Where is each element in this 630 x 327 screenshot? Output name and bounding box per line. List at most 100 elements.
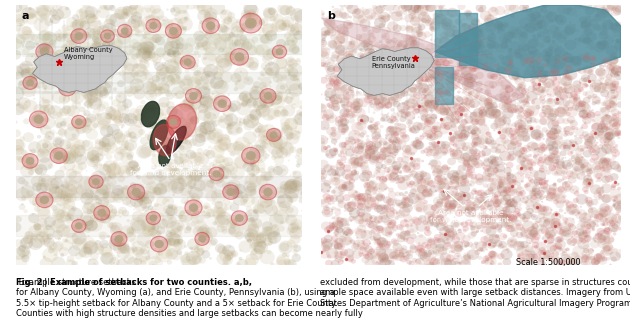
Circle shape (587, 112, 590, 115)
Circle shape (40, 47, 49, 56)
Circle shape (189, 187, 203, 200)
Circle shape (505, 179, 517, 189)
Circle shape (33, 98, 35, 100)
Circle shape (360, 230, 372, 240)
Circle shape (541, 225, 544, 228)
Circle shape (396, 44, 401, 48)
Circle shape (555, 75, 561, 80)
Circle shape (366, 87, 369, 90)
Circle shape (142, 69, 150, 76)
Circle shape (418, 72, 430, 82)
Circle shape (433, 165, 444, 174)
Circle shape (367, 171, 372, 176)
Circle shape (385, 93, 387, 95)
Circle shape (189, 92, 198, 100)
Circle shape (465, 219, 473, 226)
Circle shape (456, 119, 461, 123)
Circle shape (476, 95, 479, 98)
Circle shape (137, 42, 150, 54)
Circle shape (500, 91, 510, 101)
Circle shape (127, 219, 130, 222)
Circle shape (164, 89, 169, 94)
Circle shape (112, 99, 121, 107)
Circle shape (318, 160, 329, 169)
Circle shape (601, 157, 607, 162)
Circle shape (443, 27, 455, 37)
Circle shape (232, 201, 235, 204)
Circle shape (394, 216, 399, 220)
Circle shape (501, 84, 508, 90)
Circle shape (583, 179, 590, 185)
Circle shape (212, 164, 217, 167)
Circle shape (340, 108, 350, 117)
Circle shape (374, 237, 378, 241)
Circle shape (376, 170, 379, 173)
Circle shape (115, 93, 127, 103)
Circle shape (531, 101, 535, 104)
Circle shape (354, 201, 357, 204)
Circle shape (508, 95, 510, 97)
Circle shape (329, 197, 333, 200)
Circle shape (605, 100, 615, 108)
Circle shape (123, 12, 128, 16)
Circle shape (72, 22, 78, 27)
Circle shape (460, 23, 471, 33)
Circle shape (349, 112, 353, 116)
Circle shape (319, 168, 326, 174)
Circle shape (507, 237, 518, 246)
Circle shape (585, 234, 590, 238)
Circle shape (263, 134, 275, 145)
Circle shape (144, 27, 152, 35)
Circle shape (481, 260, 486, 264)
Circle shape (573, 84, 583, 92)
Circle shape (69, 181, 71, 183)
Circle shape (97, 70, 101, 74)
Circle shape (40, 196, 49, 204)
Circle shape (50, 219, 66, 233)
Circle shape (249, 231, 264, 244)
Circle shape (391, 238, 398, 244)
Circle shape (116, 46, 118, 48)
Circle shape (73, 36, 78, 41)
Circle shape (522, 167, 527, 172)
Circle shape (521, 63, 525, 67)
Circle shape (117, 62, 120, 65)
Circle shape (191, 195, 195, 198)
Circle shape (472, 204, 480, 211)
Circle shape (530, 117, 536, 123)
Circle shape (316, 135, 328, 146)
Circle shape (440, 105, 445, 110)
Circle shape (362, 26, 368, 32)
Circle shape (16, 35, 26, 44)
Circle shape (539, 196, 544, 200)
Circle shape (515, 220, 522, 226)
Circle shape (513, 235, 515, 237)
Circle shape (383, 48, 389, 53)
Circle shape (466, 202, 475, 210)
Circle shape (62, 193, 73, 203)
Circle shape (132, 114, 148, 128)
Circle shape (556, 166, 568, 176)
Circle shape (284, 127, 297, 139)
Circle shape (288, 23, 294, 28)
Circle shape (455, 170, 461, 175)
Circle shape (385, 134, 392, 141)
Circle shape (425, 43, 436, 53)
Circle shape (180, 100, 193, 112)
Circle shape (272, 19, 287, 32)
Circle shape (491, 196, 500, 204)
Circle shape (569, 224, 576, 231)
Circle shape (434, 18, 436, 20)
Circle shape (613, 199, 624, 210)
Circle shape (457, 3, 466, 10)
Circle shape (235, 57, 246, 67)
Circle shape (162, 83, 169, 91)
Circle shape (38, 31, 50, 42)
Circle shape (553, 77, 557, 80)
Circle shape (547, 231, 552, 235)
Circle shape (470, 118, 478, 125)
Circle shape (136, 194, 140, 197)
Circle shape (369, 100, 372, 104)
Circle shape (94, 246, 104, 255)
Circle shape (517, 118, 529, 128)
